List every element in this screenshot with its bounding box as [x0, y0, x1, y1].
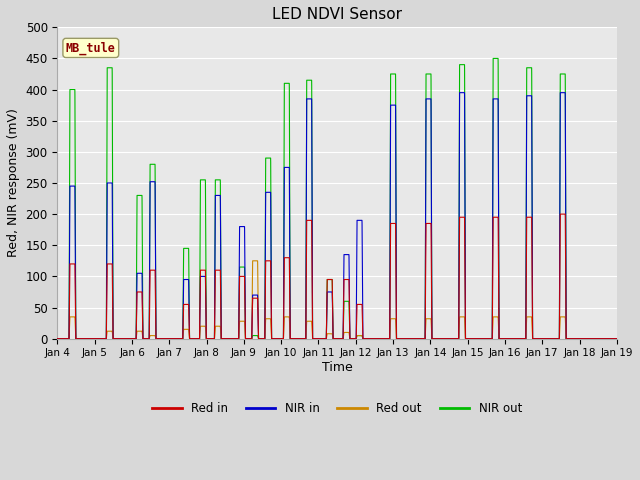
Red out: [249, 258, 257, 264]
Red in: [54, 336, 61, 342]
NIR out: [247, 336, 255, 342]
Red out: [247, 336, 255, 342]
NIR in: [54, 336, 61, 342]
NIR out: [121, 336, 129, 342]
Red out: [383, 336, 390, 342]
Red in: [383, 336, 390, 342]
Red in: [197, 267, 205, 273]
NIR in: [383, 336, 390, 342]
Line: Red in: Red in: [58, 214, 617, 339]
NIR in: [456, 90, 463, 96]
NIR in: [613, 336, 621, 342]
NIR out: [383, 336, 390, 342]
Red out: [121, 336, 129, 342]
Legend: Red in, NIR in, Red out, NIR out: Red in, NIR in, Red out, NIR out: [148, 397, 527, 420]
Red in: [517, 336, 525, 342]
Red in: [156, 336, 163, 342]
Red in: [556, 211, 564, 217]
Line: NIR out: NIR out: [58, 59, 617, 339]
Red out: [54, 336, 61, 342]
Red out: [197, 324, 205, 329]
NIR out: [156, 336, 163, 342]
NIR out: [54, 336, 61, 342]
NIR in: [247, 336, 255, 342]
NIR out: [197, 177, 205, 183]
NIR in: [517, 336, 525, 342]
X-axis label: Time: Time: [322, 361, 353, 374]
NIR out: [613, 336, 621, 342]
Y-axis label: Red, NIR response (mV): Red, NIR response (mV): [7, 108, 20, 257]
Red out: [156, 336, 163, 342]
NIR out: [517, 336, 525, 342]
NIR out: [490, 56, 497, 61]
Text: MB_tule: MB_tule: [66, 41, 116, 55]
NIR in: [156, 336, 163, 342]
Line: Red out: Red out: [58, 261, 617, 339]
Red in: [121, 336, 129, 342]
Line: NIR in: NIR in: [58, 93, 617, 339]
Red in: [613, 336, 621, 342]
Red in: [247, 336, 255, 342]
Red out: [517, 336, 525, 342]
Red out: [613, 336, 621, 342]
Title: LED NDVI Sensor: LED NDVI Sensor: [272, 7, 402, 22]
NIR in: [197, 274, 205, 279]
NIR in: [121, 336, 129, 342]
